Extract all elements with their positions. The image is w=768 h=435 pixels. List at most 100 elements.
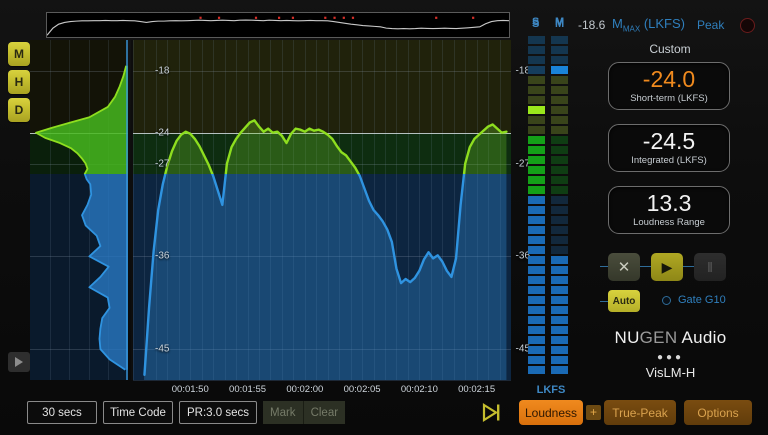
meter-segment	[528, 76, 545, 84]
readout-short-term-caption: Short-term (LKFS)	[630, 93, 708, 104]
loudness-tab[interactable]: Loudness	[519, 400, 583, 425]
meter-segment	[528, 356, 545, 364]
timebase-button[interactable]: Time Code	[103, 401, 173, 424]
bottom-toolbar: 30 secs Time Code PR:3.0 secs Mark Clear…	[0, 396, 768, 435]
gate-led-icon[interactable]	[662, 296, 671, 305]
pr-button[interactable]: PR:3.0 secs	[179, 401, 257, 424]
right-axis-label: -18	[515, 65, 530, 77]
brand-nu: NU	[614, 328, 640, 347]
meter-segment	[551, 356, 568, 364]
clear-button[interactable]: Clear	[302, 401, 346, 424]
duration-button[interactable]: 30 secs	[27, 401, 97, 424]
brand-block: NUGEN Audio ●●● VisLM-H	[598, 328, 743, 380]
meter-segment	[551, 46, 568, 54]
meter-label-m: M	[555, 16, 565, 28]
mark-clear-group: Mark Clear	[263, 401, 346, 424]
histogram-stroke-below	[81, 173, 126, 371]
mode-button-group: M H D	[8, 42, 30, 126]
grid-line-vertical	[476, 40, 478, 380]
curve-stroke-above	[164, 119, 508, 174]
grid-line-vertical	[339, 40, 341, 380]
mode-button-d[interactable]: D	[8, 98, 30, 122]
histogram-play-button[interactable]	[8, 352, 30, 372]
meter-segment	[528, 226, 545, 234]
meter-segment	[528, 346, 545, 354]
skip-to-end-button[interactable]	[481, 403, 503, 422]
preset-name[interactable]: Custom	[649, 42, 691, 56]
time-axis-label: 00:02:10	[400, 384, 438, 395]
grid-line-vertical	[499, 40, 501, 380]
grid-line-vertical	[362, 40, 364, 380]
options-button[interactable]: Options	[684, 400, 752, 425]
mode-button-h[interactable]: H	[8, 70, 30, 94]
meter-segment	[528, 206, 545, 214]
band-zone	[133, 40, 511, 133]
loudness-distribution-histogram[interactable]	[30, 40, 128, 380]
playhead-line[interactable]	[131, 40, 133, 380]
readout-loudness-range-caption: Loudness Range	[633, 217, 705, 228]
grid-line	[30, 349, 128, 351]
readout-integrated[interactable]: -24.5 Integrated (LKFS)	[608, 124, 730, 172]
meter-segment	[551, 326, 568, 334]
meter-segment	[551, 216, 568, 224]
clip-marker	[278, 16, 281, 19]
meter-segment	[551, 136, 568, 144]
grid-line-vertical	[49, 40, 51, 380]
mmax-value: -18.6	[578, 18, 606, 32]
grid-line-vertical	[133, 40, 134, 380]
meter-segment	[528, 186, 545, 194]
meter-segment	[528, 36, 545, 44]
add-button[interactable]: +	[586, 405, 601, 420]
meter-segment	[551, 226, 568, 234]
right-axis-label: -45	[515, 343, 530, 355]
target-loudness-line	[133, 132, 511, 134]
waveform-svg	[47, 16, 509, 36]
meter-segment	[551, 36, 568, 44]
lkfs-meter-group[interactable]: S M LKFS	[528, 14, 574, 396]
clip-marker	[217, 16, 221, 19]
clip-marker	[333, 16, 336, 19]
meter-bar-momentary[interactable]	[551, 36, 568, 380]
histogram-plot	[35, 40, 128, 380]
true-peak-tab[interactable]: True-Peak	[604, 400, 676, 425]
readout-loudness-range[interactable]: 13.3 Loudness Range	[608, 186, 730, 234]
clip-marker	[199, 16, 202, 19]
meter-segment	[528, 116, 545, 124]
meter-segment	[551, 206, 568, 214]
meter-segment	[528, 146, 545, 154]
mode-button-m[interactable]: M	[8, 42, 30, 66]
auto-button[interactable]: Auto	[608, 290, 640, 312]
grid-line-vertical	[167, 40, 169, 380]
meter-segment	[551, 286, 568, 294]
reset-button[interactable]: ✕	[608, 253, 640, 281]
meter-segment	[528, 156, 545, 164]
header-label-s: S	[532, 18, 540, 30]
right-axis-label: -27	[515, 158, 530, 170]
meter-segment	[528, 366, 545, 374]
play-icon: ▶	[661, 258, 673, 275]
loudness-curve	[143, 119, 508, 380]
loudness-graph[interactable]: -18 -24 -27 -36 -45	[133, 40, 511, 380]
meter-segment	[528, 96, 545, 104]
readout-short-term[interactable]: -24.0 Short-term (LKFS)	[608, 62, 730, 110]
grid-line-vertical	[430, 40, 432, 380]
meter-segment	[528, 316, 545, 324]
meter-segment	[551, 176, 568, 184]
meter-segment	[528, 216, 545, 224]
pause-icon: ‖	[707, 259, 713, 275]
meter-segment	[528, 306, 545, 314]
clip-marker	[472, 16, 475, 19]
peak-indicator-led[interactable]	[740, 18, 755, 33]
meter-segment	[528, 46, 545, 54]
grid-line	[133, 163, 511, 165]
meter-bar-short-term[interactable]	[528, 36, 545, 380]
pause-button[interactable]: ‖	[694, 253, 726, 281]
meter-segment	[551, 166, 568, 174]
peak-overview-waveform[interactable]	[46, 12, 510, 38]
grid-line-vertical	[144, 40, 146, 380]
mark-button[interactable]: Mark	[263, 401, 303, 424]
time-axis-label: 00:01:55	[229, 384, 267, 395]
curve-stroke-below	[143, 173, 466, 377]
play-button[interactable]: ▶	[651, 253, 683, 281]
